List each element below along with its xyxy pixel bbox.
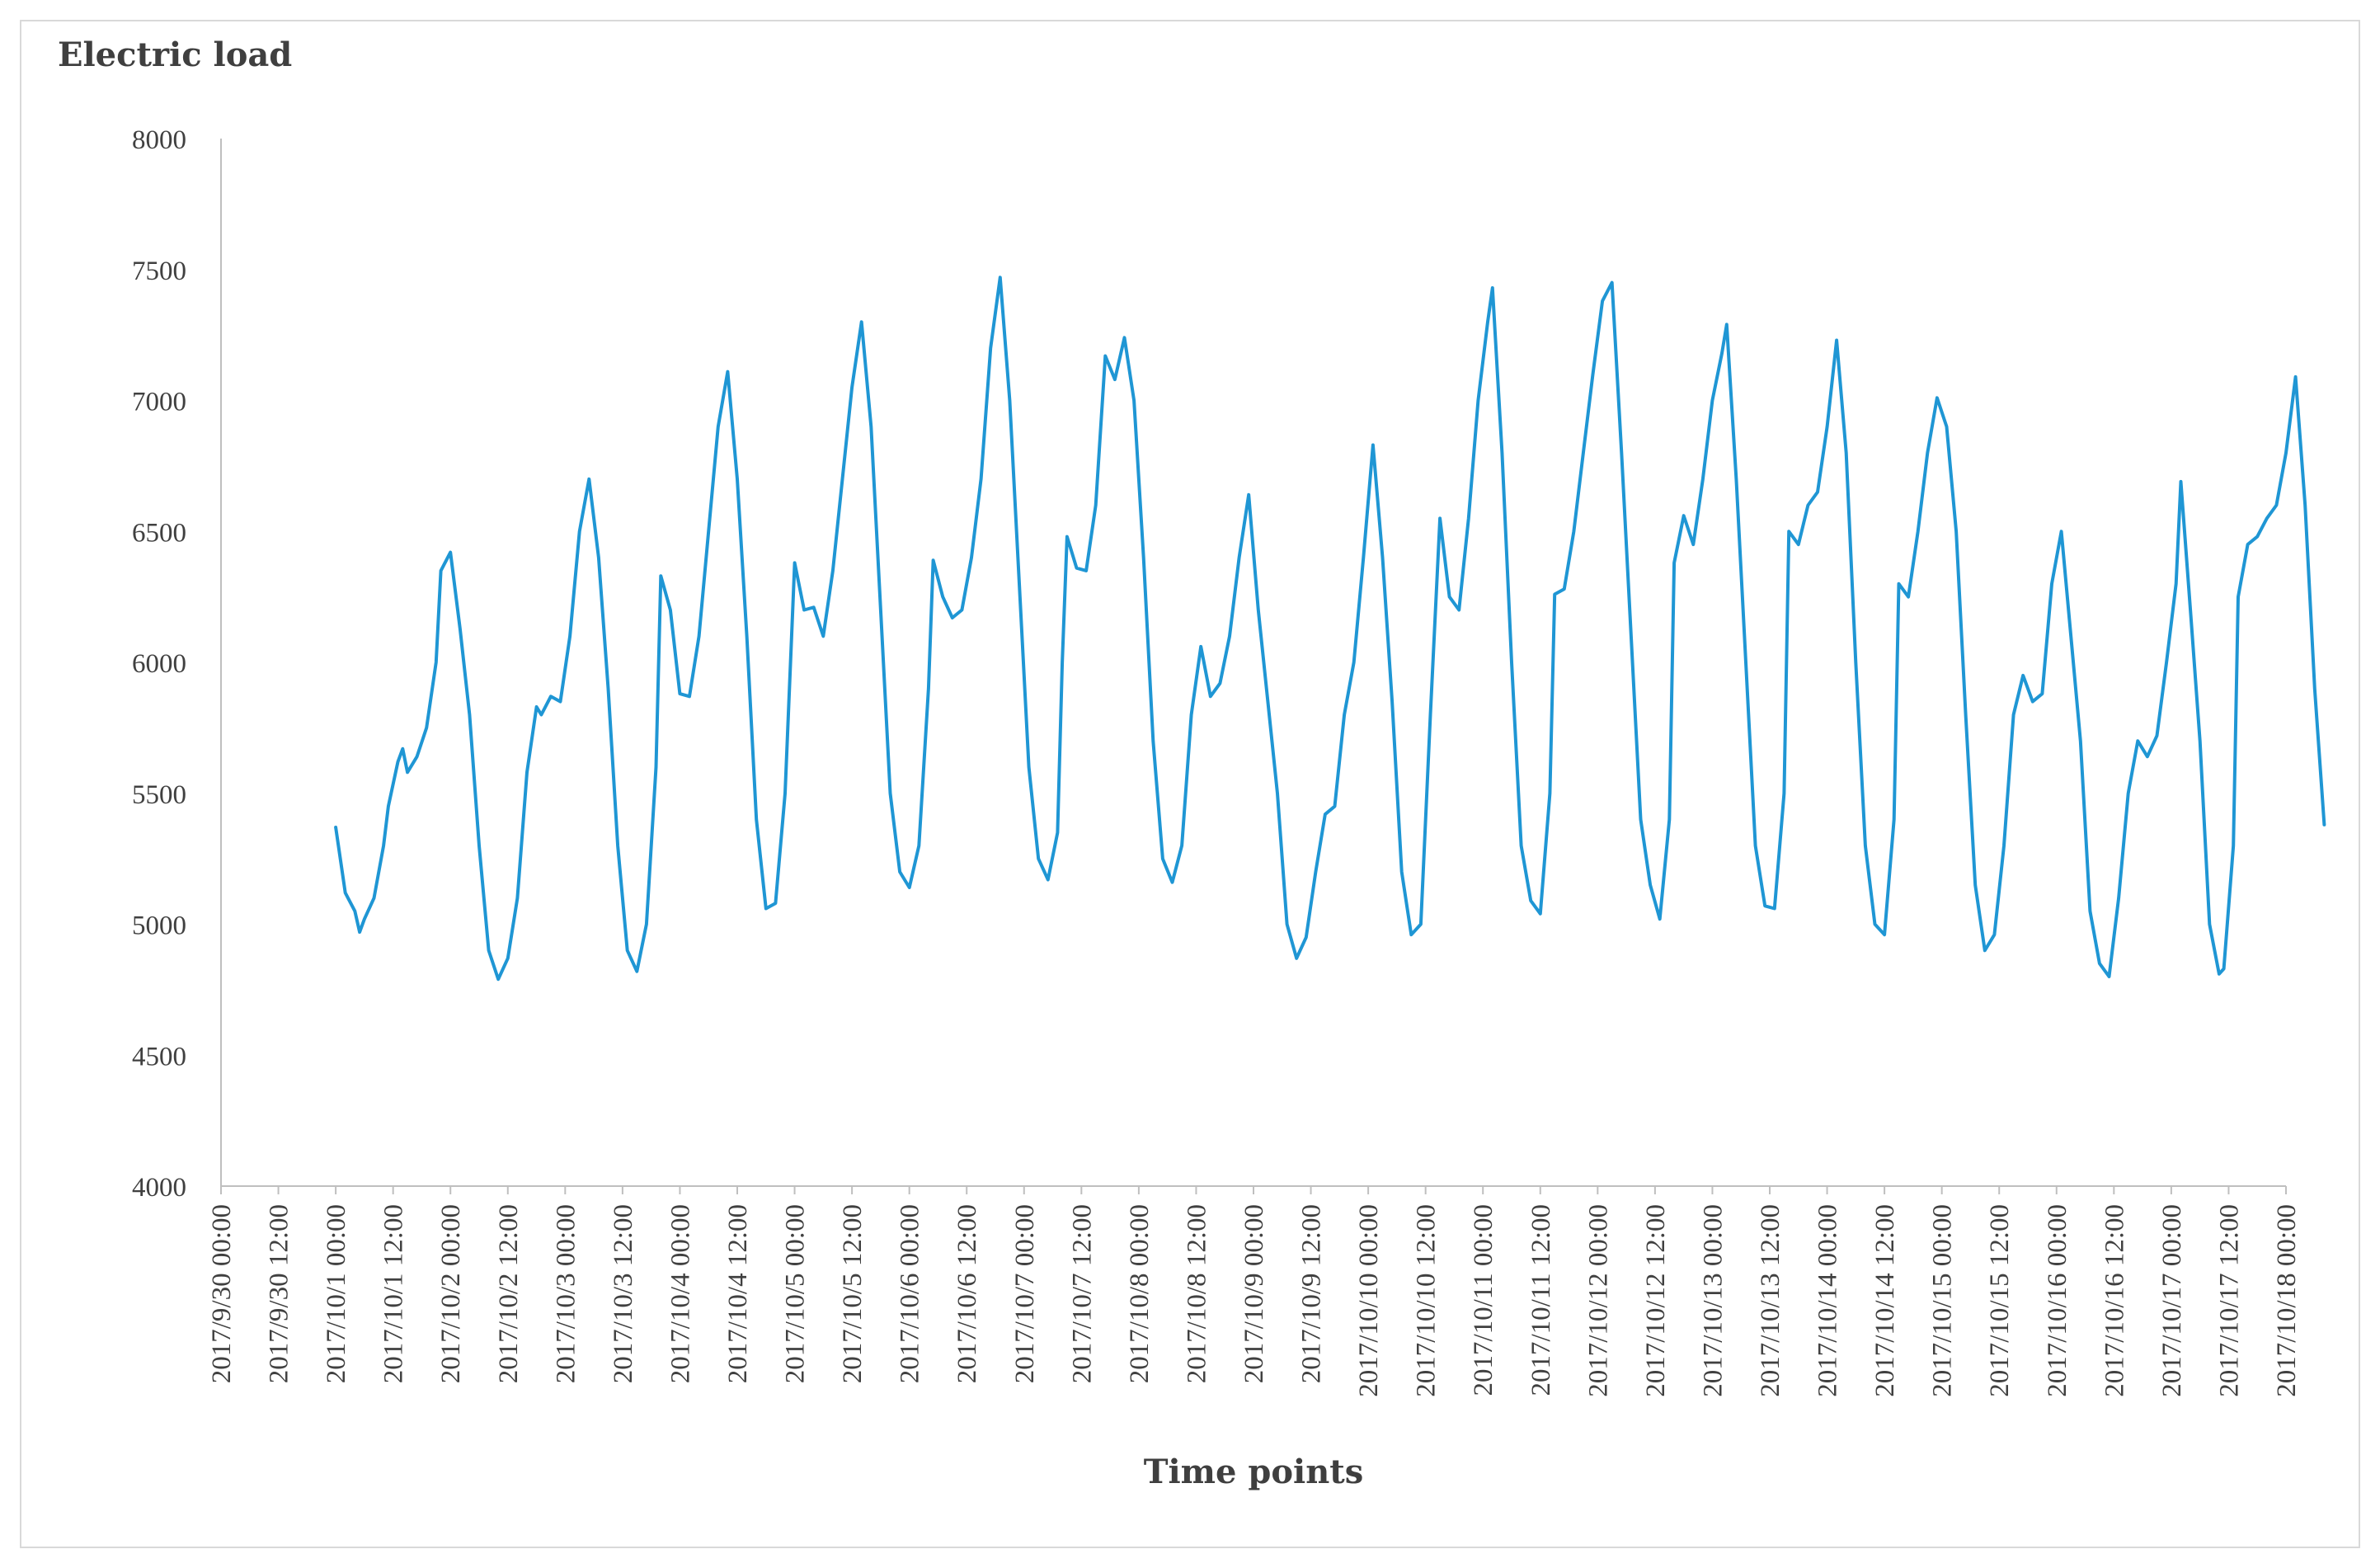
x-tick-label: 2017/10/6 12:00 [952, 1204, 982, 1383]
x-tick-label: 2017/10/10 00:00 [1354, 1204, 1384, 1397]
x-tick-label: 2017/10/7 00:00 [1010, 1204, 1040, 1383]
y-tick-label: 8000 [132, 125, 186, 155]
x-tick-label: 2017/10/3 12:00 [609, 1204, 638, 1383]
x-tick-label: 2017/10/2 12:00 [494, 1204, 524, 1383]
x-tick-label: 2017/10/16 12:00 [2100, 1204, 2129, 1397]
x-tick-label: 2017/10/13 12:00 [1756, 1204, 1785, 1397]
x-tick-label: 2017/9/30 12:00 [265, 1204, 294, 1383]
y-tick-label: 6500 [132, 518, 186, 548]
x-tick-label: 2017/10/13 00:00 [1698, 1204, 1728, 1397]
x-tick-label: 2017/10/4 00:00 [666, 1204, 695, 1383]
x-tick-label: 2017/10/12 00:00 [1583, 1204, 1613, 1397]
x-tick-label: 2017/10/14 12:00 [1870, 1204, 1900, 1397]
x-axis-ticks: 2017/9/30 00:00 2017/9/30 12:00 2017/10/1 … [207, 1186, 2302, 1397]
x-tick-label: 2017/10/15 12:00 [1985, 1204, 2015, 1397]
series-line-0 [334, 275, 2326, 982]
y-tick-label: 4000 [132, 1173, 186, 1203]
x-tick-label: 2017/10/11 12:00 [1526, 1204, 1556, 1396]
series-group [334, 275, 2326, 982]
x-tick-label: 2017/10/15 00:00 [1928, 1204, 1958, 1397]
y-tick-label: 6000 [132, 649, 186, 679]
x-tick-label: 2017/10/14 00:00 [1813, 1204, 1843, 1397]
x-tick-label: 2017/10/11 00:00 [1469, 1204, 1498, 1396]
x-tick-label: 2017/10/2 00:00 [436, 1204, 466, 1383]
y-tick-label: 5500 [132, 780, 186, 810]
y-tick-label: 4500 [132, 1042, 186, 1071]
x-tick-label: 2017/10/5 00:00 [781, 1204, 811, 1383]
x-tick-label: 2017/10/8 00:00 [1125, 1204, 1155, 1383]
x-tick-label: 2017/10/12 12:00 [1641, 1204, 1671, 1397]
line-chart: Electric load 4000 4500 5000 5500 6000 6500 70… [58, 35, 2326, 1491]
x-tick-label: 2017/10/18 00:00 [2272, 1204, 2302, 1397]
x-tick-label: 2017/10/5 12:00 [838, 1204, 868, 1383]
x-tick-label: 2017/10/1 00:00 [322, 1204, 351, 1383]
x-tick-label: 2017/10/8 12:00 [1182, 1204, 1211, 1383]
x-tick-label: 2017/10/4 12:00 [723, 1204, 753, 1383]
x-tick-label: 2017/10/9 00:00 [1239, 1204, 1269, 1383]
x-tick-label: 2017/10/16 00:00 [2043, 1204, 2072, 1397]
x-tick-label: 2017/10/1 12:00 [379, 1204, 409, 1383]
y-axis-title: Electric load [58, 35, 292, 74]
x-tick-label: 2017/10/10 12:00 [1412, 1204, 1442, 1397]
x-axis-title: Time points [1144, 1453, 1364, 1491]
y-tick-label: 7000 [132, 388, 186, 417]
x-tick-label: 2017/10/3 00:00 [551, 1204, 581, 1383]
x-tick-label: 2017/10/9 12:00 [1297, 1204, 1327, 1383]
y-tick-label: 5000 [132, 911, 186, 941]
x-tick-label: 2017/10/6 00:00 [896, 1204, 925, 1383]
x-tick-label: 2017/10/7 12:00 [1067, 1204, 1097, 1383]
x-tick-label: 2017/10/17 12:00 [2214, 1204, 2244, 1397]
x-tick-label: 2017/9/30 00:00 [207, 1204, 237, 1383]
y-axis-ticks: 4000 4500 5000 5500 6000 6500 7000 7500 8000 [132, 125, 186, 1203]
y-tick-label: 7500 [132, 257, 186, 286]
chart-frame: Electric load 4000 4500 5000 5500 6000 6500 70… [20, 20, 2360, 1548]
x-tick-label: 2017/10/17 00:00 [2157, 1204, 2187, 1397]
